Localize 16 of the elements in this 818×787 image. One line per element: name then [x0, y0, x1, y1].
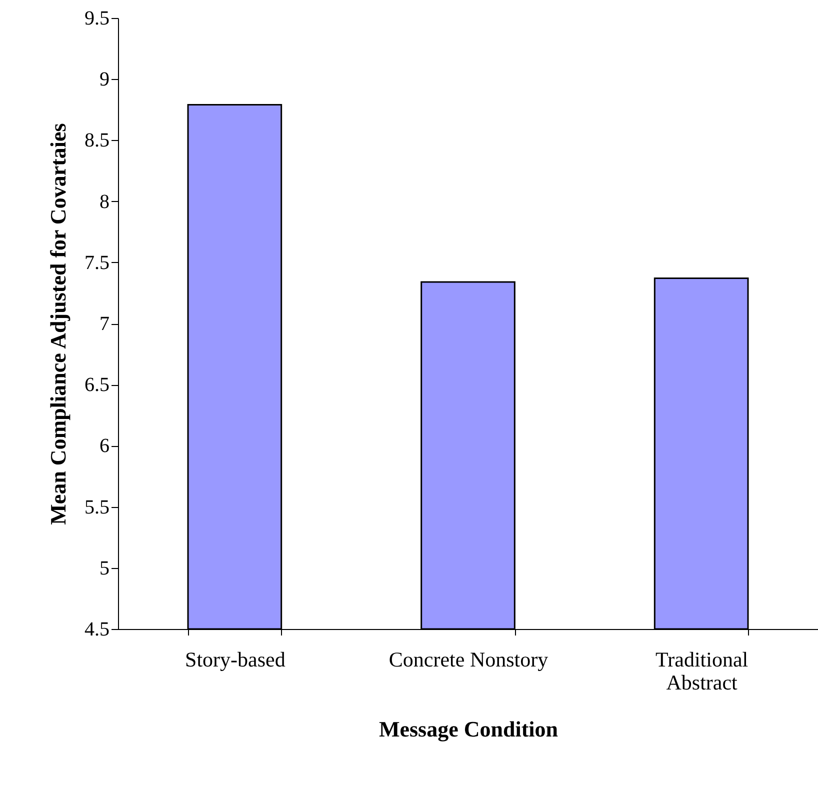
x-axis-title: Message Condition — [378, 716, 558, 742]
y-tick-label: 8.5 — [84, 130, 110, 152]
y-axis-title: Mean Compliance Adjusted for Covartaies — [46, 122, 70, 525]
y-tick-label: 5.5 — [84, 496, 110, 518]
y-tick-label: 7 — [100, 313, 110, 335]
y-tick-label: 5 — [100, 557, 110, 580]
x-tick-label: Traditional Abstract — [656, 648, 748, 694]
y-tick-label: 7.5 — [84, 252, 110, 274]
y-tick-label: 6 — [100, 435, 110, 458]
y-tick-label: 8 — [100, 190, 110, 213]
x-tick-label: Concrete Nonstory — [388, 648, 549, 672]
y-tick-label: 6.5 — [84, 374, 110, 396]
x-tick-label: Story-based — [185, 648, 286, 672]
y-tick-label: 9.5 — [84, 8, 110, 30]
y-tick-label: 4.5 — [84, 618, 110, 640]
y-tick-label: 9 — [100, 68, 110, 91]
